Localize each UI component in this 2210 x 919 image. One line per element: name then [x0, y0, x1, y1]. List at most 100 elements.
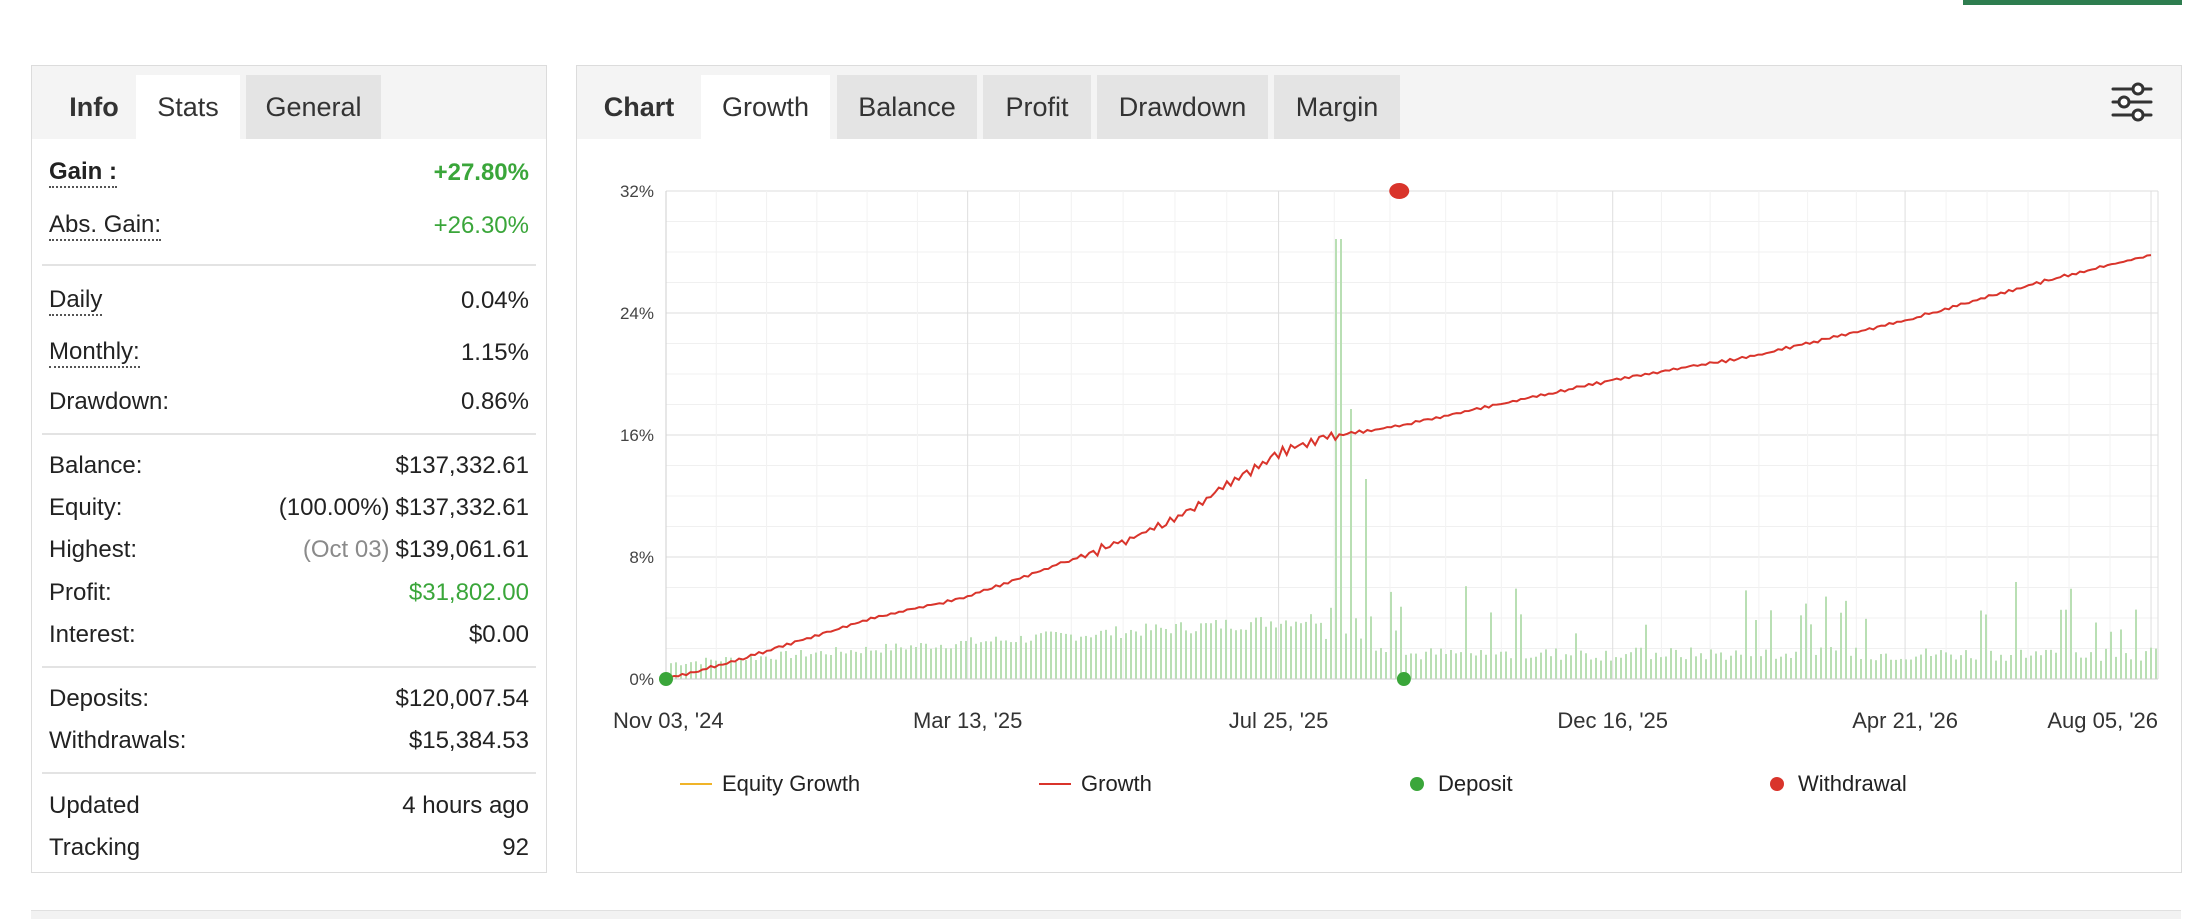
activity-bar — [1920, 654, 1922, 679]
legend-equity-growth[interactable]: Equity Growth — [680, 766, 860, 802]
activity-bar — [1235, 630, 1237, 679]
activity-bar — [2095, 622, 2097, 679]
activity-bar — [1475, 655, 1477, 679]
activity-bar — [1850, 655, 1852, 679]
activity-bar — [1105, 629, 1107, 679]
x-tick-label: Jul 25, '25 — [1229, 708, 1329, 733]
activity-bar — [1855, 647, 1857, 679]
tracking-value[interactable]: 92 — [502, 834, 529, 861]
activity-bar — [2065, 609, 2067, 679]
activity-bar — [2115, 656, 2117, 679]
activity-bar — [1730, 655, 1732, 679]
activity-bar — [2125, 653, 2127, 679]
activity-bar — [1405, 654, 1407, 679]
highest-row: Highest: (Oct 03) $139,061.61 — [49, 530, 529, 570]
activity-bar — [1160, 627, 1162, 679]
activity-bar — [2040, 655, 2042, 679]
activity-bar — [2000, 654, 2002, 679]
activity-bar — [1395, 630, 1397, 679]
activity-bar — [685, 663, 687, 679]
activity-bar — [870, 650, 872, 679]
tab-margin[interactable]: Margin — [1274, 75, 1400, 139]
activity-bar — [1170, 633, 1172, 679]
activity-bar — [1250, 622, 1252, 679]
sliders-icon[interactable] — [2110, 80, 2154, 124]
daily-label[interactable]: Daily — [49, 286, 103, 316]
activity-bar — [900, 647, 902, 679]
profit-row: Profit: $31,802.00 — [49, 573, 529, 613]
activity-bar — [690, 662, 692, 679]
activity-bar — [1085, 635, 1087, 679]
activity-bar — [1835, 650, 1837, 679]
monthly-value: 1.15% — [460, 339, 529, 366]
tab-growth[interactable]: Growth — [701, 75, 830, 139]
legend-withdrawal[interactable]: Withdrawal — [1760, 766, 1907, 802]
activity-bar — [1220, 628, 1222, 679]
deposit-marker — [1396, 672, 1411, 686]
activity-bar — [875, 650, 877, 679]
activity-bar — [1805, 603, 1807, 679]
activity-bar — [735, 661, 737, 679]
tab-general[interactable]: General — [246, 75, 381, 139]
activity-bar — [930, 648, 932, 679]
tab-profit[interactable]: Profit — [983, 75, 1091, 139]
gain-label[interactable]: Gain : — [49, 158, 118, 188]
activity-bar — [1315, 623, 1317, 679]
activity-bar — [765, 656, 767, 679]
activity-bar — [1010, 642, 1012, 679]
activity-bar — [1755, 619, 1757, 679]
divider — [42, 264, 536, 266]
top-action-button[interactable] — [1963, 0, 2182, 5]
activity-bar — [1205, 623, 1207, 679]
activity-bar — [800, 650, 802, 679]
activity-bar — [2035, 651, 2037, 679]
activity-bar — [1240, 629, 1242, 679]
activity-bar — [775, 659, 777, 679]
tab-info[interactable]: Info — [69, 91, 119, 122]
activity-bar — [1335, 239, 1337, 679]
activity-bar — [985, 641, 987, 679]
activity-bar — [810, 654, 812, 679]
growth-chart[interactable]: 0% 8% 16% 24% 32% Nov 03, '24 Mar 13, '25 Jul 2… — [0, 0, 2210, 760]
tab-drawdown[interactable]: Drawdown — [1097, 75, 1268, 139]
activity-bar — [1560, 659, 1562, 679]
activity-bar — [1705, 659, 1707, 679]
activity-bar — [1540, 652, 1542, 679]
activity-bar — [1375, 650, 1377, 679]
daily-value: 0.04% — [460, 287, 529, 314]
activity-bar — [1640, 647, 1642, 679]
activity-bar — [1145, 623, 1147, 679]
legend-deposit[interactable]: Deposit — [1400, 766, 1513, 802]
abs-gain-row: Abs. Gain: +26.30% — [49, 206, 529, 246]
tab-balance[interactable]: Balance — [837, 75, 977, 139]
chart-panel: Chart Growth Balance Profit Drawdown Mar… — [576, 65, 2182, 873]
activity-bar — [1725, 659, 1727, 679]
activity-bar — [1785, 653, 1787, 679]
tab-stats[interactable]: Stats — [136, 75, 240, 139]
activity-bar — [1605, 650, 1607, 679]
activity-bar — [1045, 631, 1047, 679]
activity-bar — [825, 654, 827, 679]
activity-bar — [1360, 638, 1362, 679]
activity-bar — [1050, 631, 1052, 679]
activity-bar — [1635, 647, 1637, 679]
divider — [42, 433, 536, 435]
activity-bar — [2120, 629, 2122, 679]
activity-bar — [1660, 657, 1662, 679]
drawdown-row: Drawdown: 0.86% — [49, 382, 529, 422]
updated-row: Updated 4 hours ago — [49, 786, 529, 826]
y-tick-label: 0% — [629, 670, 654, 689]
abs-gain-label[interactable]: Abs. Gain: — [49, 211, 162, 241]
activity-bar — [1495, 654, 1497, 679]
profit-value: $31,802.00 — [408, 579, 529, 606]
activity-bar — [1490, 612, 1492, 679]
activity-bar — [1585, 653, 1587, 679]
monthly-label[interactable]: Monthly: — [49, 338, 140, 368]
activity-bar — [2100, 660, 2102, 679]
activity-bar — [2110, 631, 2112, 679]
growth-series-line — [665, 254, 2152, 681]
legend-growth[interactable]: Growth — [1039, 766, 1152, 802]
activity-bar — [885, 643, 887, 679]
activity-bar — [1025, 642, 1027, 679]
deposit-marker — [659, 672, 673, 686]
